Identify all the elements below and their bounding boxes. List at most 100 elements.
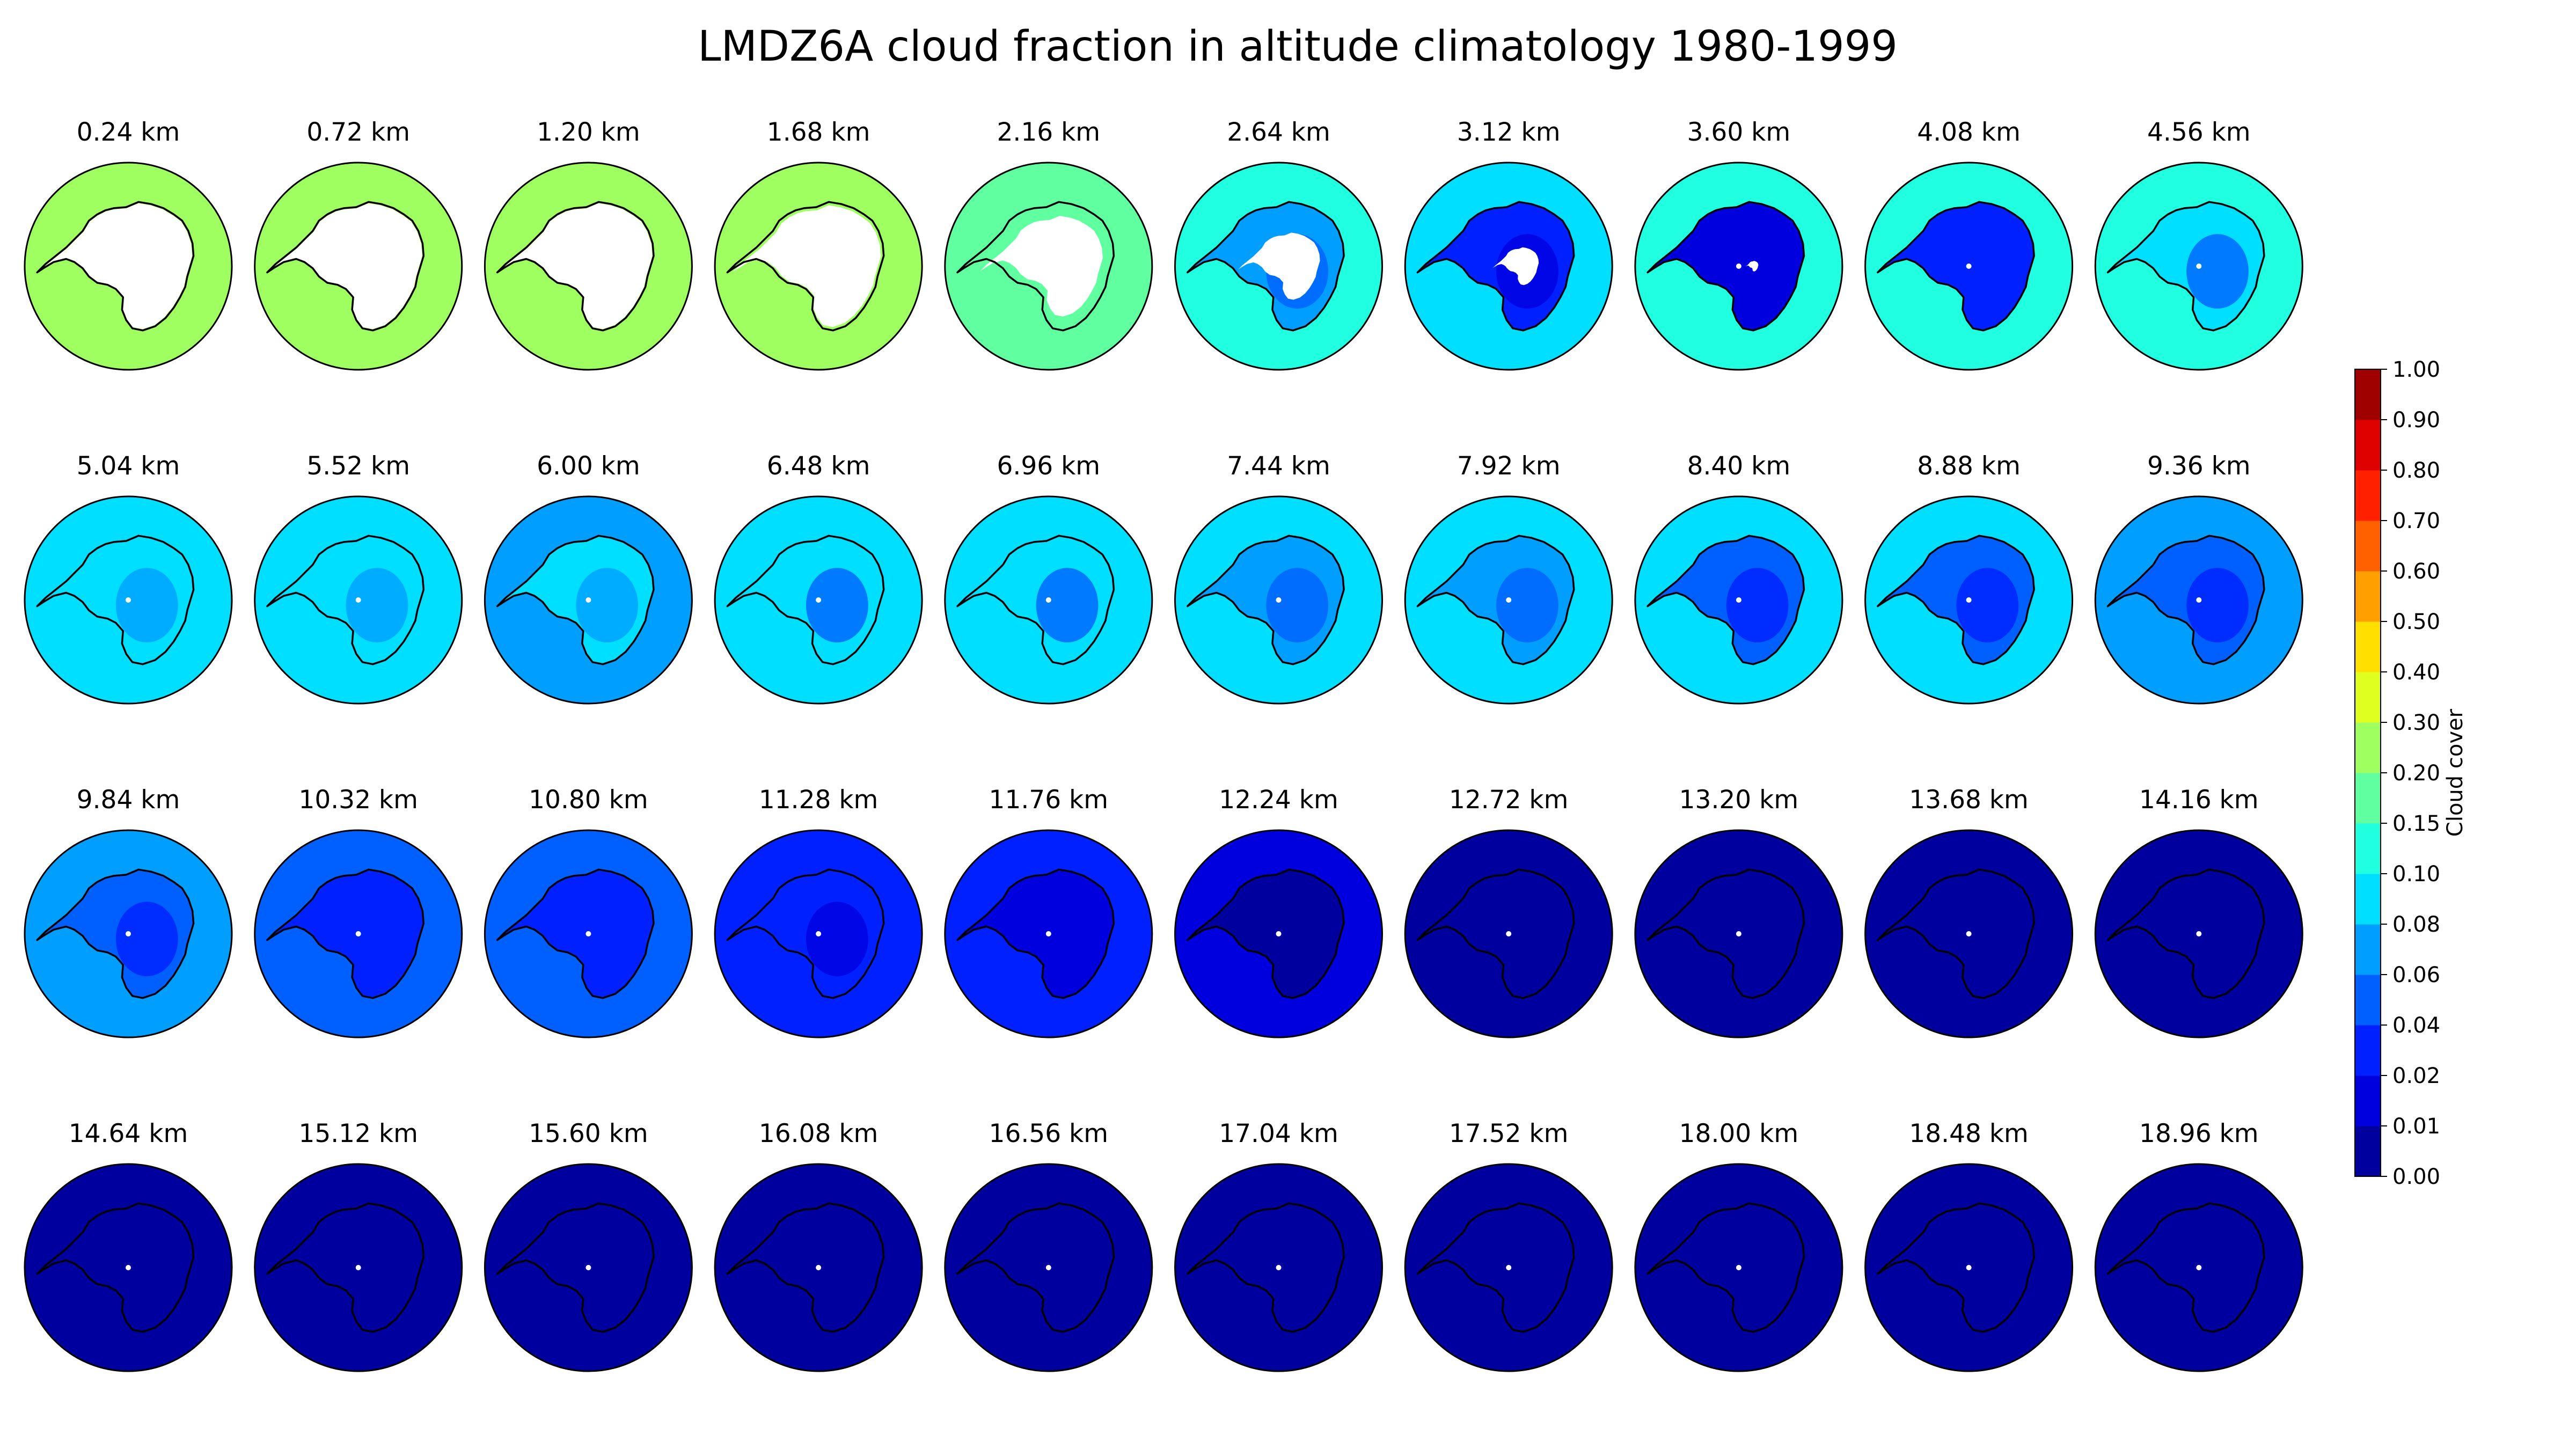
panel-title: 2.64 km (1227, 118, 1330, 147)
coastline (1646, 201, 1805, 332)
panel-outline (2094, 829, 2303, 1038)
interior-core (1036, 568, 1099, 643)
map-panel: 0.72 km (254, 118, 463, 371)
interior-core (1496, 568, 1558, 643)
coastline (2106, 201, 2265, 332)
coastline (36, 201, 195, 332)
interior-core (806, 1235, 868, 1311)
map-panel: 6.96 km (944, 451, 1153, 705)
pole-marker (355, 931, 361, 936)
panel-title: 17.04 km (1219, 1119, 1338, 1148)
panel-title: 11.28 km (759, 785, 879, 815)
pole-marker (1276, 1265, 1282, 1270)
colorbar-tick-label: 0.30 (2392, 711, 2440, 735)
map-panel: 7.92 km (1404, 451, 1613, 705)
interior-core (115, 568, 178, 643)
colorbar-tick-label: 0.70 (2392, 509, 2440, 533)
interior-core (1726, 1235, 1789, 1311)
interior-core (1266, 568, 1329, 643)
colorbar-tick-label: 0.08 (2392, 912, 2440, 937)
colorbar-tick-label: 0.02 (2392, 1064, 2440, 1088)
panel-title: 12.72 km (1449, 785, 1569, 815)
panel-title: 7.44 km (1227, 451, 1330, 481)
interior-core (2186, 1235, 2249, 1311)
coastline (956, 1202, 1115, 1333)
coastline (726, 535, 885, 665)
map-panel: 4.56 km (2094, 118, 2303, 371)
coastline (1416, 535, 1575, 665)
coastline (1186, 201, 1345, 332)
panel-title: 0.24 km (77, 118, 180, 147)
colorbar-segment (2355, 369, 2381, 420)
panel-outline (1174, 829, 1383, 1038)
pole-marker (1966, 931, 1972, 936)
map-panel: 1.68 km (714, 118, 923, 371)
panel-outline (254, 1163, 463, 1372)
colorbar-tick-label: 0.50 (2392, 610, 2440, 634)
map-panel: 7.44 km (1174, 451, 1383, 705)
coastline (496, 1202, 655, 1333)
map-panel: 9.84 km (24, 785, 233, 1038)
map-panel: 2.64 km (1174, 118, 1383, 371)
map-panel: 15.60 km (484, 1119, 693, 1372)
map-panel: 0.24 km (24, 118, 233, 371)
colorbar-tick-label: 1.00 (2392, 357, 2440, 382)
interior-core (576, 1235, 639, 1311)
colorbar-tick-label: 0.15 (2392, 811, 2440, 836)
interior-core (1496, 902, 1558, 977)
panel-title: 2.16 km (997, 118, 1101, 147)
map-panel: 8.40 km (1634, 451, 1843, 705)
coastline (956, 201, 1115, 332)
interior-core (2186, 902, 2249, 977)
map-panels: 0.24 km 0.72 km 1.20 km 1.68 km 2.16 km 2.64 … (24, 118, 2303, 1372)
panel-outline (24, 495, 233, 705)
coastline (726, 868, 885, 999)
panel-title: 8.88 km (1917, 451, 2021, 481)
no-data-mask (499, 203, 653, 330)
map-panel: 17.04 km (1174, 1119, 1383, 1372)
panel-outline (254, 495, 463, 705)
map-panel: 8.88 km (1864, 451, 2074, 705)
panel-outline (484, 162, 693, 371)
panel-outline (1634, 162, 1843, 371)
interior-core (1956, 234, 2019, 309)
panel-title: 7.92 km (1457, 451, 1561, 481)
colorbar-segment (2355, 470, 2381, 521)
no-data-mask (1745, 261, 1759, 272)
panel-title: 0.72 km (306, 118, 410, 147)
map-panel: 2.16 km (944, 118, 1153, 371)
pole-marker (355, 1265, 361, 1270)
coastline (1416, 868, 1575, 999)
map-panel: 11.76 km (944, 785, 1153, 1038)
no-data-mask (269, 203, 422, 330)
panel-title: 6.00 km (537, 451, 640, 481)
colorbar-tick-label: 0.06 (2392, 963, 2440, 987)
coastline (1646, 868, 1805, 999)
coastline (36, 535, 195, 665)
pole-marker (586, 264, 591, 269)
map-panel: 3.60 km (1634, 118, 1843, 371)
pole-marker (1506, 264, 1512, 269)
map-panel: 13.20 km (1634, 785, 1843, 1038)
panel-title: 3.60 km (1687, 118, 1791, 147)
no-data-mask (1492, 247, 1539, 286)
pole-marker (126, 931, 131, 936)
coastline (266, 868, 425, 999)
interior-core (576, 568, 639, 643)
no-data-mask (39, 203, 193, 330)
map-panel: 3.12 km (1404, 118, 1613, 371)
colorbar-segment (2355, 1126, 2381, 1177)
pole-marker (2196, 931, 2202, 936)
cloud-field (1865, 1164, 2073, 1371)
colorbar-tick-label: 0.90 (2392, 408, 2440, 433)
panel-title: 5.04 km (77, 451, 180, 481)
panel-title: 4.08 km (1917, 118, 2021, 147)
pole-marker (1966, 597, 1972, 603)
interior-core (346, 902, 408, 977)
map-panel: 16.08 km (714, 1119, 923, 1372)
panel-title: 8.40 km (1687, 451, 1791, 481)
panel-title: 14.64 km (69, 1119, 188, 1148)
colorbar-segment (2355, 874, 2381, 925)
panel-title: 16.08 km (759, 1119, 879, 1148)
panel-title: 11.76 km (989, 785, 1109, 815)
